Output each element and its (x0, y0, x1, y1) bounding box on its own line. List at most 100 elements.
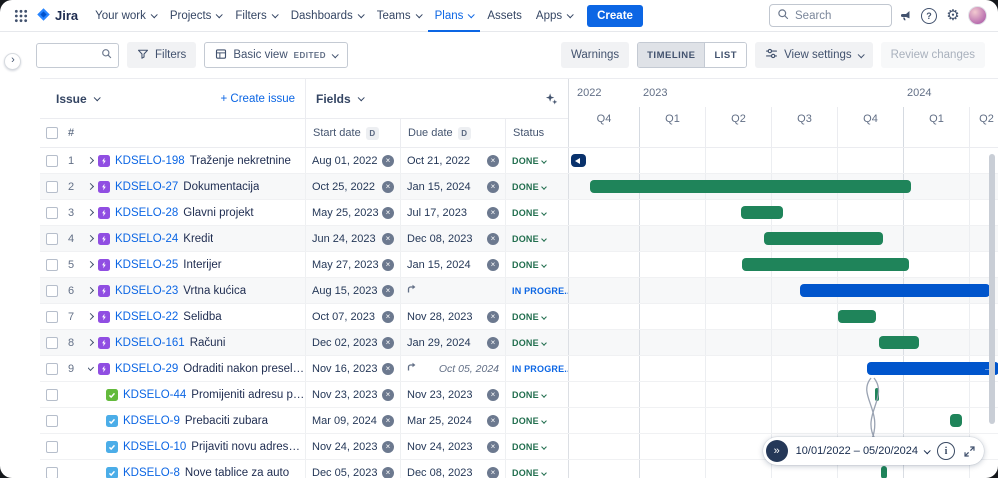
start-date-cell[interactable]: Dec 05, 2023 × (305, 460, 400, 478)
row-checkbox[interactable] (46, 284, 58, 297)
nav-item-your-work[interactable]: Your work (88, 0, 163, 32)
clear-date-icon[interactable]: × (487, 414, 499, 427)
clear-date-icon[interactable]: × (382, 440, 394, 453)
clear-date-icon[interactable]: × (382, 336, 394, 349)
create-button[interactable]: Create (587, 4, 643, 27)
issue-key-link[interactable]: KDSELO-25 (115, 258, 179, 271)
issue-key-link[interactable]: KDSELO-29 (115, 362, 179, 375)
expand-children-icon[interactable] (88, 312, 95, 321)
row-checkbox[interactable] (46, 336, 58, 349)
start-date-cell[interactable]: Aug 01, 2022 × (305, 148, 400, 173)
status-dropdown[interactable]: DONE (505, 304, 568, 329)
issue-column-header[interactable]: Issue (56, 92, 101, 106)
status-dropdown[interactable]: DONE (505, 434, 568, 459)
expand-children-icon[interactable] (88, 156, 95, 165)
user-avatar[interactable] (966, 4, 988, 28)
clear-date-icon[interactable]: × (487, 154, 499, 167)
due-date-cell[interactable]: Jan 15, 2024 × (400, 174, 505, 199)
clear-date-icon[interactable]: × (382, 206, 394, 219)
start-date-cell[interactable]: Oct 25, 2022 × (305, 174, 400, 199)
create-issue-link[interactable]: + Create issue (220, 92, 295, 105)
timeline-bar[interactable] (590, 180, 911, 193)
announcements-icon[interactable] (894, 4, 916, 28)
collapse-children-icon[interactable] (88, 363, 95, 371)
expand-children-icon[interactable] (88, 286, 95, 295)
clear-date-icon[interactable]: × (382, 388, 394, 401)
nav-item-dashboards[interactable]: Dashboards (284, 0, 370, 32)
due-date-cell[interactable]: Jan 15, 2024 × (400, 252, 505, 277)
status-column-header[interactable]: Status (505, 119, 568, 147)
select-all-checkbox[interactable] (46, 127, 58, 139)
clear-date-icon[interactable]: × (382, 258, 394, 271)
view-selector-button[interactable]: Basic view EDITED (204, 42, 348, 68)
clear-date-icon[interactable]: × (487, 440, 499, 453)
start-date-column-header[interactable]: Start date D (305, 119, 400, 147)
clear-date-icon[interactable]: × (382, 414, 394, 427)
expand-children-icon[interactable] (88, 234, 95, 243)
status-dropdown[interactable]: DONE (505, 148, 568, 173)
start-date-cell[interactable]: May 25, 2023 × (305, 200, 400, 225)
status-dropdown[interactable]: DONE (505, 460, 568, 478)
global-search-input[interactable] (795, 9, 884, 22)
timeline-bar[interactable] (741, 206, 783, 219)
fields-dropdown[interactable]: Fields (316, 92, 365, 106)
issue-key-link[interactable]: KDSELO-10 (123, 440, 187, 453)
status-dropdown[interactable]: DONE (505, 226, 568, 251)
help-icon[interactable]: ? (918, 4, 940, 28)
row-checkbox[interactable] (46, 180, 58, 193)
clear-date-icon[interactable]: × (487, 258, 499, 271)
clear-date-icon[interactable]: × (382, 180, 394, 193)
vertical-scrollbar[interactable] (989, 154, 995, 424)
expand-sidebar-button[interactable]: › (4, 53, 21, 70)
clear-date-icon[interactable]: × (382, 362, 394, 375)
row-checkbox[interactable] (46, 414, 58, 427)
timeline-bar[interactable] (838, 310, 876, 323)
due-date-cell[interactable]: Oct 05, 2024 (400, 356, 505, 381)
start-date-cell[interactable]: Aug 15, 2023 × (305, 278, 400, 303)
info-icon[interactable]: i (937, 442, 955, 460)
issue-key-link[interactable]: KDSELO-9 (123, 414, 180, 427)
status-dropdown[interactable]: IN PROGRE... (505, 356, 568, 381)
expand-children-icon[interactable] (88, 182, 95, 191)
start-date-cell[interactable]: Nov 24, 2023 × (305, 434, 400, 459)
issue-key-link[interactable]: KDSELO-24 (115, 232, 179, 245)
nav-item-projects[interactable]: Projects (163, 0, 229, 32)
row-checkbox[interactable] (46, 232, 58, 245)
scroll-forward-button[interactable]: » (765, 440, 788, 462)
timeline-bar[interactable]: → (867, 362, 998, 375)
start-date-cell[interactable]: Jun 24, 2023 × (305, 226, 400, 251)
start-date-cell[interactable]: Mar 09, 2024 × (305, 408, 400, 433)
global-search[interactable] (769, 4, 892, 27)
clear-date-icon[interactable]: × (382, 466, 394, 478)
due-date-cell[interactable]: Nov 28, 2023 × (400, 304, 505, 329)
issue-key-link[interactable]: KDSELO-23 (115, 284, 179, 297)
date-range-selector[interactable]: 10/01/2022 – 05/20/2024 (796, 445, 931, 457)
status-dropdown[interactable]: DONE (505, 174, 568, 199)
row-checkbox[interactable] (46, 206, 58, 219)
app-switcher-icon[interactable] (10, 4, 32, 28)
timeline-bar[interactable] (881, 466, 887, 478)
row-checkbox[interactable] (46, 440, 58, 453)
issue-key-link[interactable]: KDSELO-161 (115, 336, 185, 349)
due-date-cell[interactable]: Oct 21, 2022 × (400, 148, 505, 173)
issue-key-link[interactable]: KDSELO-27 (115, 180, 179, 193)
issue-key-link[interactable]: KDSELO-28 (115, 206, 179, 219)
issue-key-link[interactable]: KDSELO-22 (115, 310, 179, 323)
due-date-cell[interactable] (400, 278, 505, 303)
review-changes-button[interactable]: Review changes (880, 42, 985, 68)
nav-item-teams[interactable]: Teams (370, 0, 428, 32)
nav-item-plans[interactable]: Plans (428, 0, 481, 32)
clear-date-icon[interactable]: × (382, 154, 394, 167)
filters-button[interactable]: Filters (127, 42, 197, 68)
timeline-bar[interactable] (800, 284, 990, 297)
nav-item-apps[interactable]: Apps (529, 0, 579, 32)
timeline-bar[interactable] (950, 414, 962, 427)
row-checkbox[interactable] (46, 310, 58, 323)
start-date-cell[interactable]: May 27, 2023 × (305, 252, 400, 277)
clear-date-icon[interactable]: × (487, 180, 499, 193)
row-checkbox[interactable] (46, 466, 58, 478)
timeline-bar[interactable] (764, 232, 883, 245)
due-date-cell[interactable]: Jul 17, 2023 × (400, 200, 505, 225)
clear-date-icon[interactable]: × (487, 336, 499, 349)
clear-date-icon[interactable]: × (382, 232, 394, 245)
